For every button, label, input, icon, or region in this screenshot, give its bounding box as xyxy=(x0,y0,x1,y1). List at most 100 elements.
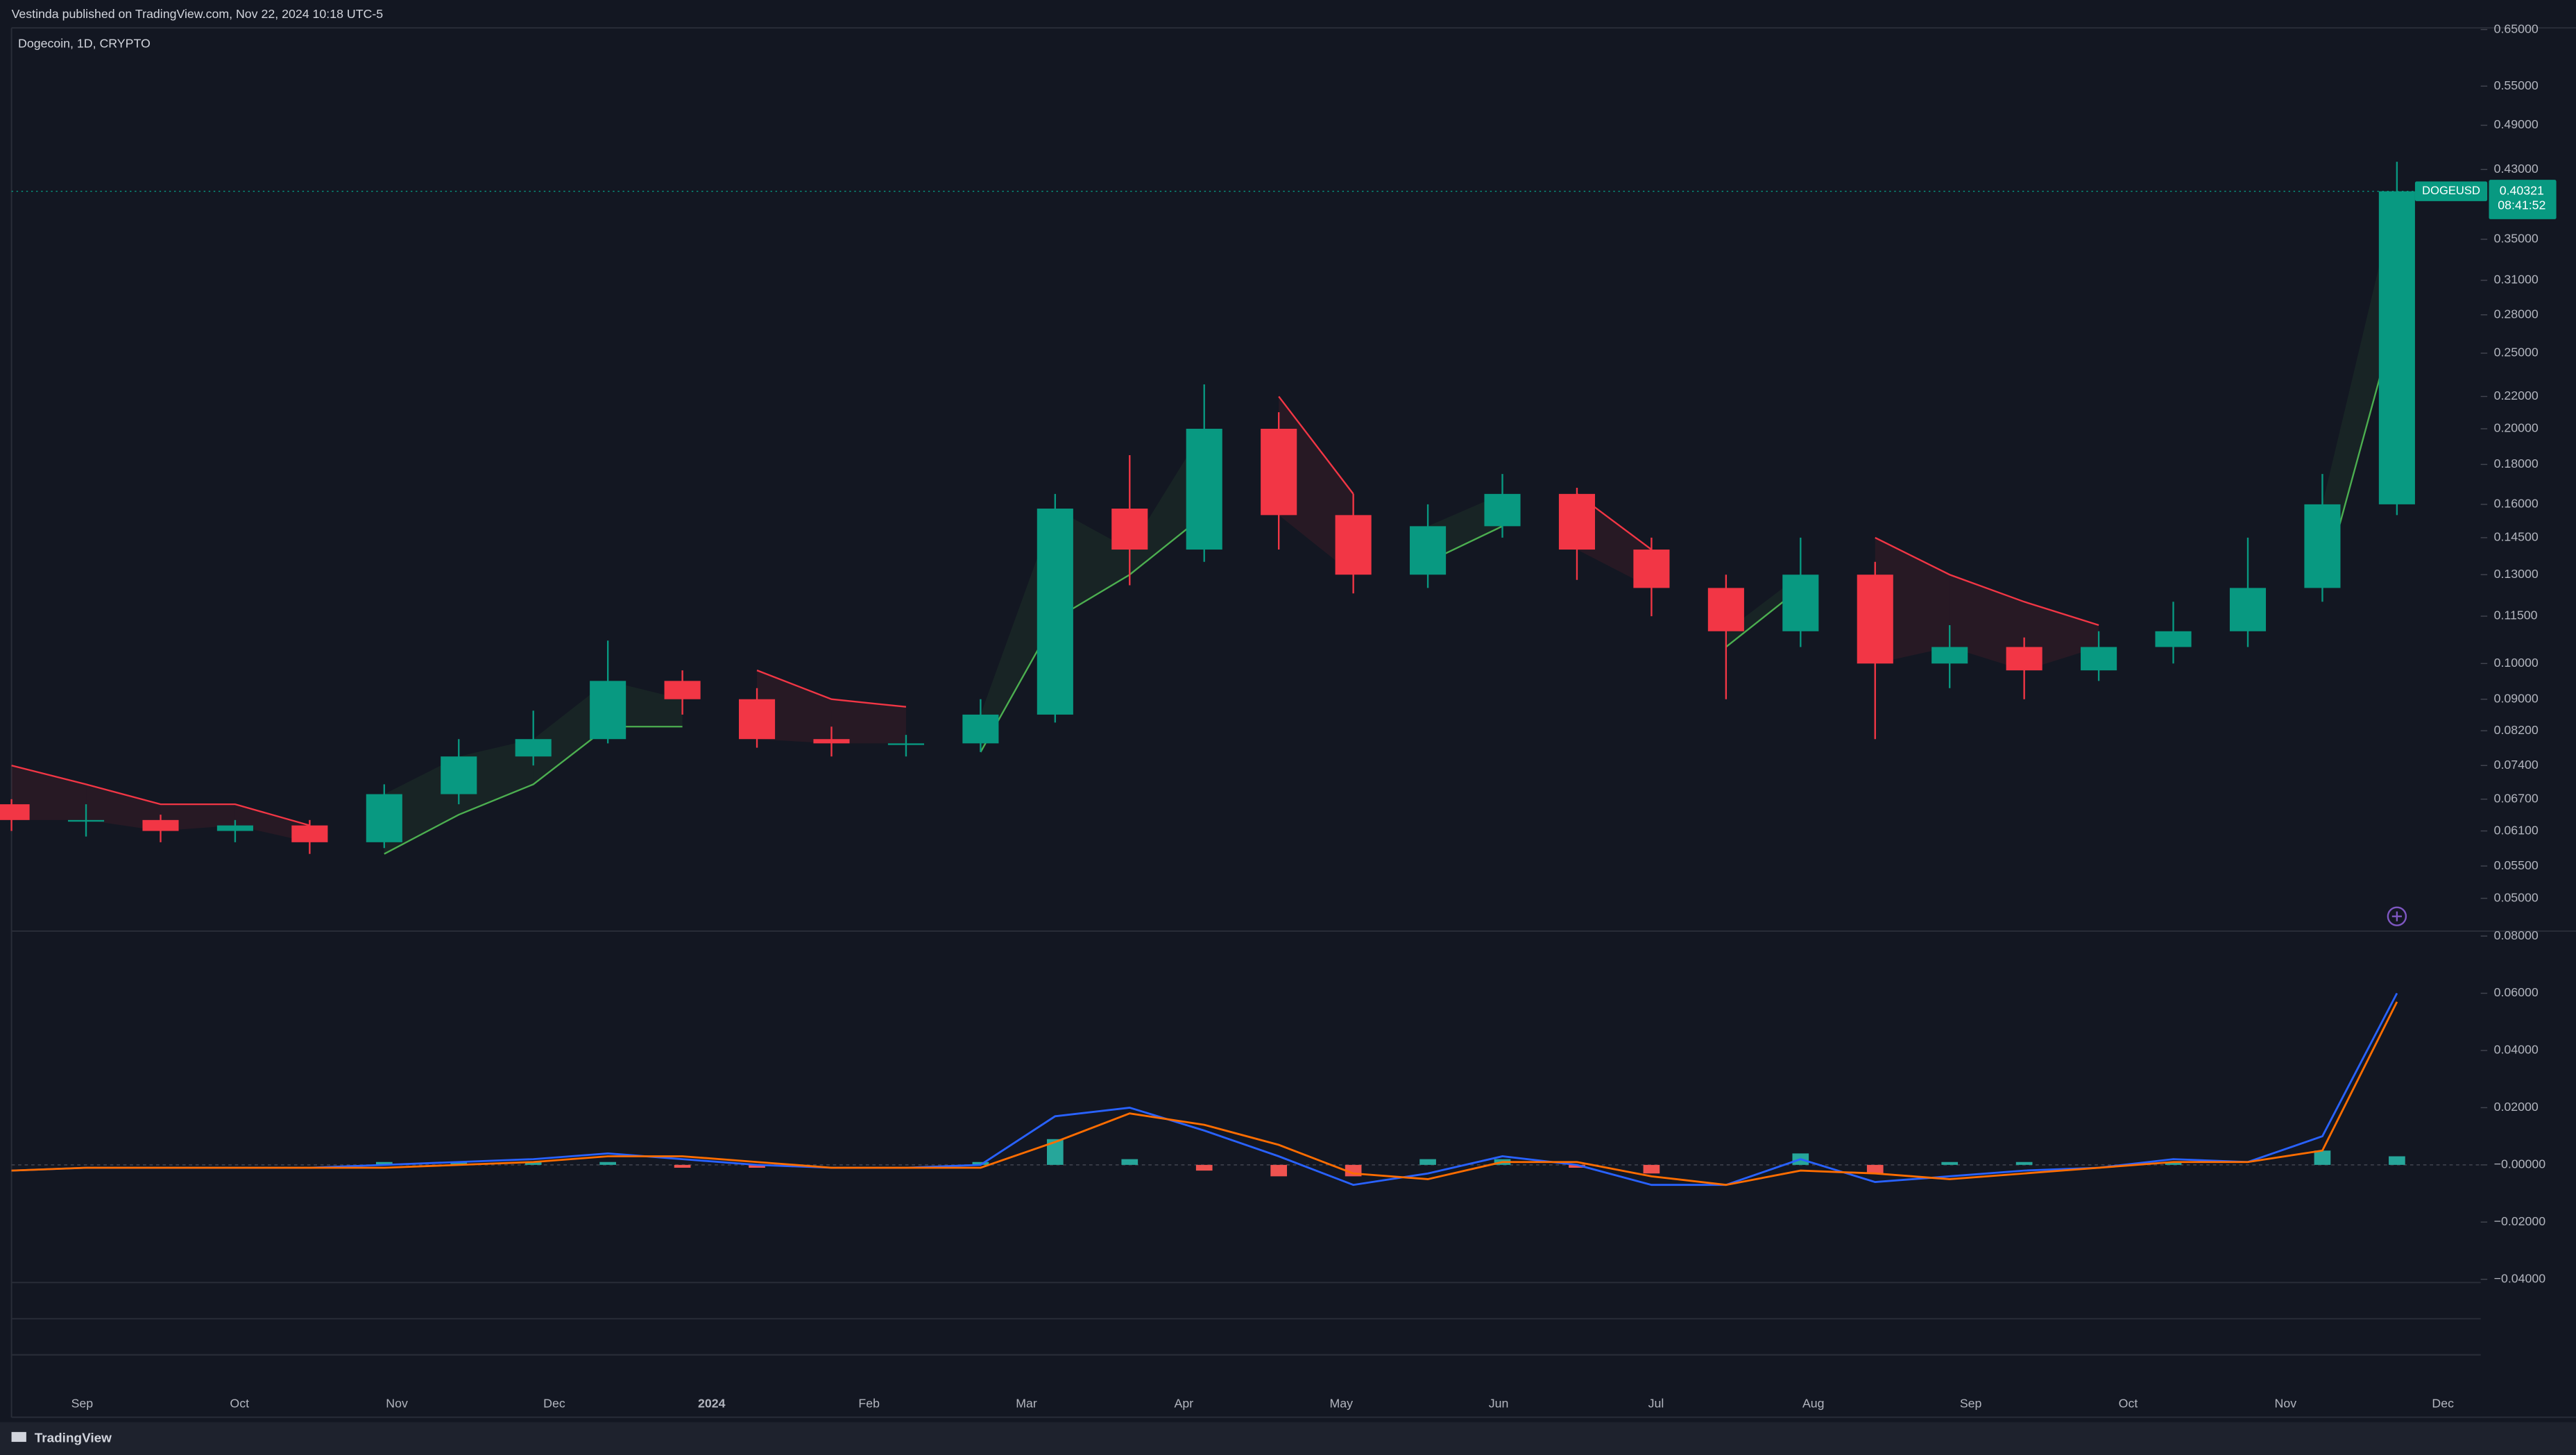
histogram-bar xyxy=(2314,1150,2331,1165)
y-tick-label: 0.28000 xyxy=(2494,307,2539,321)
candle-body xyxy=(813,739,850,744)
candle-body xyxy=(1931,647,1968,664)
candle-body xyxy=(1186,428,1222,550)
histogram-bar xyxy=(2015,1162,2033,1165)
candle-body xyxy=(216,825,253,831)
candle-body xyxy=(1782,575,1819,631)
supertrend-fill xyxy=(459,739,534,815)
x-tick-label: 2024 xyxy=(698,1396,726,1410)
x-tick-label: Jun xyxy=(1489,1396,1509,1410)
supertrend-fill xyxy=(608,681,683,727)
x-tick-label: Mar xyxy=(1016,1396,1037,1410)
supertrend-fill xyxy=(1428,493,1503,562)
histogram-bar xyxy=(450,1162,468,1165)
histogram-bar xyxy=(524,1162,542,1165)
y-tick-label: 0.18000 xyxy=(2494,457,2539,470)
y-tick-label: 0.35000 xyxy=(2494,231,2539,245)
y-tick-label: 0.07400 xyxy=(2494,758,2539,772)
candle-body xyxy=(142,819,179,831)
supertrend-fill xyxy=(2322,191,2397,588)
y-tick-label: 0.05000 xyxy=(2494,890,2539,904)
y-tick-label: 0.20000 xyxy=(2494,421,2539,435)
histogram-bar xyxy=(2165,1162,2182,1165)
y-tick-label: 0.06100 xyxy=(2494,823,2539,837)
supertrend-fill xyxy=(1950,575,2024,671)
histogram-bar xyxy=(1941,1162,1959,1165)
supertrend-fill xyxy=(1055,509,1130,620)
candle-body xyxy=(739,699,776,740)
candle-body xyxy=(366,794,402,842)
chart-title: Dogecoin, 1D, CRYPTO xyxy=(18,37,151,51)
candle-body xyxy=(2378,191,2415,504)
candle-body xyxy=(1111,509,1148,550)
candle-body xyxy=(590,681,626,740)
supertrend-fill xyxy=(11,765,87,820)
supertrend-fill xyxy=(831,699,906,744)
y-tick-label: 0.05500 xyxy=(2494,858,2539,872)
candle-body xyxy=(2304,504,2341,588)
x-tick-label: Feb xyxy=(858,1396,880,1410)
x-tick-label: Dec xyxy=(2432,1396,2454,1410)
candle-body xyxy=(1707,588,1744,631)
macd-line xyxy=(11,992,2398,1186)
y-tick-label: −0.02000 xyxy=(2494,1214,2546,1228)
candle-body xyxy=(2155,631,2192,647)
footer-text: TradingView xyxy=(35,1431,112,1445)
y-tick-label: 0.04000 xyxy=(2494,1043,2539,1057)
histogram-bar xyxy=(1866,1164,1884,1174)
supertrend-fill xyxy=(384,756,459,854)
y-tick-label: 0.13000 xyxy=(2494,567,2539,581)
supertrend-fill xyxy=(234,804,310,842)
x-tick-label: Jul xyxy=(1648,1396,1664,1410)
y-tick-label: 0.49000 xyxy=(2494,117,2539,131)
y-tick-label: 0.65000 xyxy=(2494,22,2539,35)
supertrend-fill xyxy=(2024,602,2099,671)
candle-body xyxy=(1484,493,1521,527)
histogram-bar xyxy=(2389,1156,2405,1165)
x-tick-label: Sep xyxy=(71,1396,94,1410)
candle-body xyxy=(1633,550,1670,588)
candle-body xyxy=(291,825,328,842)
header: Vestinda published on TradingView.com, N… xyxy=(12,7,384,21)
histogram-bar xyxy=(1046,1139,1064,1165)
supertrend-fill xyxy=(757,670,832,744)
candle-body xyxy=(1037,509,1073,715)
price-label: 0.40321 xyxy=(2500,183,2544,197)
supertrend-fill xyxy=(1129,428,1204,575)
candle-body xyxy=(441,756,477,794)
footer-bar xyxy=(0,1422,2576,1455)
y-tick-label: 0.43000 xyxy=(2494,162,2539,176)
countdown-label: 08:41:52 xyxy=(2498,198,2545,212)
candle-body xyxy=(515,739,552,757)
y-tick-label: 0.25000 xyxy=(2494,346,2539,359)
candle-body xyxy=(2006,647,2042,671)
candle-body xyxy=(1857,575,1893,664)
x-tick-label: Oct xyxy=(230,1396,249,1410)
y-tick-label: 0.06700 xyxy=(2494,791,2539,805)
macd-line xyxy=(11,1001,2398,1186)
histogram-bar xyxy=(1643,1164,1660,1174)
y-tick-label: 0.08200 xyxy=(2494,723,2539,737)
candle-body xyxy=(67,819,105,822)
candle-body xyxy=(962,714,999,744)
histogram-bar xyxy=(972,1162,989,1165)
y-tick-label: 0.14500 xyxy=(2494,530,2539,544)
histogram-bar xyxy=(599,1162,616,1165)
y-tick-label: 0.09000 xyxy=(2494,691,2539,705)
y-tick-label: 0.11500 xyxy=(2494,609,2538,622)
candle-body xyxy=(1558,493,1596,550)
symbol-tag xyxy=(2414,181,2488,201)
y-tick-label: 0.08000 xyxy=(2494,928,2539,942)
candle-body xyxy=(2081,647,2117,671)
supertrend-line xyxy=(384,314,2398,855)
supertrend-fill xyxy=(1279,396,1354,575)
histogram-bar xyxy=(1121,1159,1138,1165)
y-tick-label: 0.02000 xyxy=(2494,1100,2539,1114)
candle-body xyxy=(664,681,701,699)
supertrend-fill xyxy=(1725,575,1801,647)
x-tick-label: Dec xyxy=(543,1396,565,1410)
add-button[interactable] xyxy=(2387,906,2407,926)
